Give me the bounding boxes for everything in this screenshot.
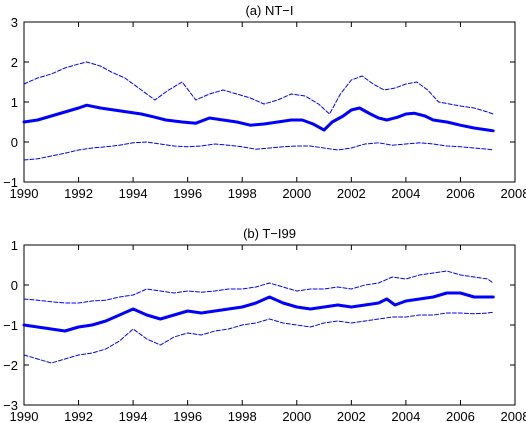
chart-panel-1: (b) T−I99 1990 1992 1994 1996 1998 2000 2002 200… [3, 226, 526, 423]
plot-frame [23, 244, 516, 406]
series-estimate [22, 291, 495, 333]
x-tick-label: 2008 [501, 409, 526, 423]
x-tick-label: 1994 [119, 409, 148, 423]
x-tick-label: 1996 [173, 186, 202, 201]
y-tick-label: −1 [3, 318, 18, 333]
x-tick-label: 1992 [64, 186, 93, 201]
chart-title: (a) NT−I [245, 3, 293, 18]
chart-panel-0: (a) NT−I 1990 1992 1994 1996 1998 2000 2002 2004… [3, 3, 526, 201]
x-tick-label: 2006 [446, 186, 475, 201]
y-tick-label: 0 [11, 135, 18, 150]
x-tick-label: 2002 [337, 409, 366, 423]
series-upper-band [23, 270, 494, 304]
x-tick-label: 2002 [337, 186, 366, 201]
x-tick-label: 1990 [10, 409, 39, 423]
y-tick-label: 2 [11, 55, 18, 70]
x-tick-label: 1998 [228, 409, 257, 423]
y-tick-label: −2 [3, 358, 18, 373]
y-tick-label: 3 [11, 15, 18, 30]
y-tick-label: 0 [11, 278, 18, 293]
series-lower-band [23, 141, 494, 161]
x-tick-label: 2004 [391, 186, 420, 201]
x-tick-label: 2000 [282, 409, 311, 423]
x-tick-label: 1994 [119, 186, 148, 201]
chart-title: (b) T−I99 [243, 226, 296, 241]
x-tick-label: 2000 [282, 186, 311, 201]
series-upper-band [23, 61, 494, 115]
y-tick-label: −3 [3, 398, 18, 413]
x-tick-label: 1990 [10, 186, 39, 201]
x-tick-label: 1992 [64, 409, 93, 423]
x-tick-label: 2008 [501, 186, 526, 201]
x-tick-label: 2006 [446, 409, 475, 423]
x-tick-label: 1998 [228, 186, 257, 201]
series-estimate [22, 103, 495, 133]
x-tick-label: 2004 [391, 409, 420, 423]
y-tick-label: 1 [11, 238, 18, 253]
x-tick-label: 1996 [173, 409, 202, 423]
y-tick-label: 1 [11, 95, 18, 110]
series-lower-band [23, 311, 494, 364]
y-tick-label: −1 [3, 175, 18, 190]
